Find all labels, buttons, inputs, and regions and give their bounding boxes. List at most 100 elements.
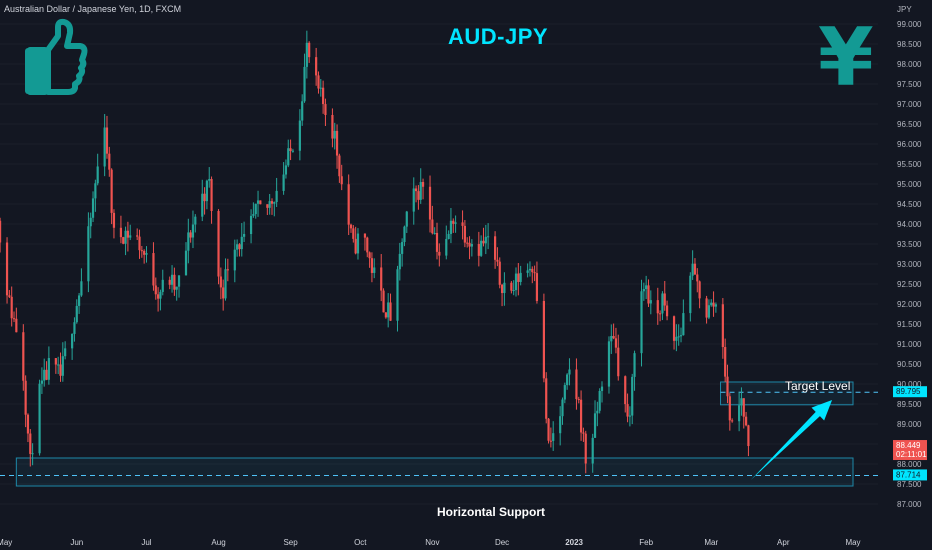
candle-body [679, 335, 683, 337]
target-price-tag-text: 89.795 [896, 387, 921, 396]
candle-body [584, 433, 587, 464]
candle-body [289, 148, 292, 151]
candle-body [675, 336, 678, 341]
candle-body [273, 202, 276, 204]
candle-body [598, 390, 601, 411]
x-tick-label: Jul [141, 538, 151, 547]
candle-body [705, 298, 708, 318]
candle-body [26, 414, 30, 434]
candle-body [31, 453, 34, 455]
candle-body [533, 272, 536, 274]
candle-body [421, 182, 425, 187]
candle-body [738, 405, 741, 422]
countdown-text: 02:11:01 [896, 450, 927, 459]
zones [0, 381, 878, 487]
y-tick-label: 89.000 [897, 420, 922, 429]
candle-body [542, 300, 546, 379]
price-axis[interactable]: JPY 99.000 98.500 98.000 97.500 97.000 96.500 9… [893, 5, 927, 509]
thumbs-up-icon [25, 18, 88, 95]
candle-body [173, 274, 176, 290]
candle-body [519, 272, 522, 282]
candle-body [322, 87, 325, 105]
y-tick-label: 97.500 [897, 80, 922, 89]
candle-body [12, 318, 16, 320]
y-tick-label: 90.500 [897, 360, 922, 369]
candle-body [731, 420, 734, 422]
candle-body [740, 398, 743, 406]
target-zone [720, 381, 854, 406]
x-tick-label: Apr [777, 538, 790, 547]
candle-body [189, 232, 192, 238]
y-tick-label: 87.500 [897, 480, 922, 489]
candle-body [105, 127, 109, 154]
candle-body [254, 203, 257, 215]
candle-body [319, 87, 322, 89]
candle-body [438, 251, 441, 256]
candle-body [43, 369, 46, 381]
candle-body [349, 224, 353, 229]
candle-body [463, 225, 466, 243]
candle-body [445, 239, 448, 256]
candle-body [742, 398, 745, 417]
candles [0, 30, 750, 474]
candle-body [275, 190, 278, 203]
candle-body [449, 220, 453, 234]
candle-body [270, 201, 274, 204]
candle-body [428, 186, 432, 220]
candle-body [224, 269, 227, 299]
candle-body [108, 153, 111, 170]
candle-body [301, 101, 304, 121]
candle-body [642, 289, 645, 292]
candle-body [401, 242, 404, 254]
candle-body [628, 415, 631, 417]
candle-body [201, 193, 204, 217]
candle-body [710, 302, 713, 306]
candle-body [610, 336, 613, 342]
y-tick-label: 97.000 [897, 100, 922, 109]
candle-body [203, 193, 206, 202]
candle-body [38, 383, 41, 454]
candle-body [487, 236, 490, 238]
candle-body [96, 166, 99, 184]
candle-body [15, 318, 18, 333]
candle-body [366, 237, 369, 253]
candle-body [112, 212, 116, 228]
candle-body [414, 188, 418, 192]
candle-body [373, 267, 376, 273]
y-tick-label: 88.000 [897, 460, 922, 469]
overlay: Target Level Horizontal Support [437, 379, 850, 519]
candle-body [480, 240, 483, 256]
y-tick-label: 96.500 [897, 120, 922, 129]
candle-body [219, 276, 222, 288]
candle-body [721, 304, 724, 348]
candle-body [510, 282, 513, 291]
x-tick-label: Feb [639, 538, 653, 547]
candle-body [607, 341, 611, 387]
x-tick-label: Aug [211, 538, 225, 547]
y-tick-label: 98.500 [897, 40, 922, 49]
candle-body [512, 290, 515, 292]
candle-body [0, 220, 2, 243]
candle-body [663, 293, 666, 306]
time-axis[interactable]: May Jun Jul Aug Sep Oct Nov Dec 2023 Feb Mar Apr May [0, 538, 861, 547]
y-tick-label: 91.000 [897, 340, 922, 349]
candle-body [236, 244, 239, 250]
candle-body [124, 230, 127, 244]
candle-body [22, 332, 25, 381]
candle-body [71, 333, 74, 349]
y-tick-label: 94.000 [897, 220, 922, 229]
current-price-tag-bg [893, 440, 927, 461]
candle-body [363, 233, 367, 238]
candle-body [145, 253, 148, 255]
candle-body [170, 274, 174, 285]
candle-body [305, 42, 308, 67]
support-zone [15, 457, 854, 487]
y-tick-label: 93.000 [897, 260, 922, 269]
candle-body [45, 369, 48, 380]
candle-body [152, 253, 155, 286]
candle-body [259, 200, 262, 205]
candle-body [331, 114, 334, 139]
candle-body [217, 210, 220, 277]
candle-body [73, 322, 76, 334]
